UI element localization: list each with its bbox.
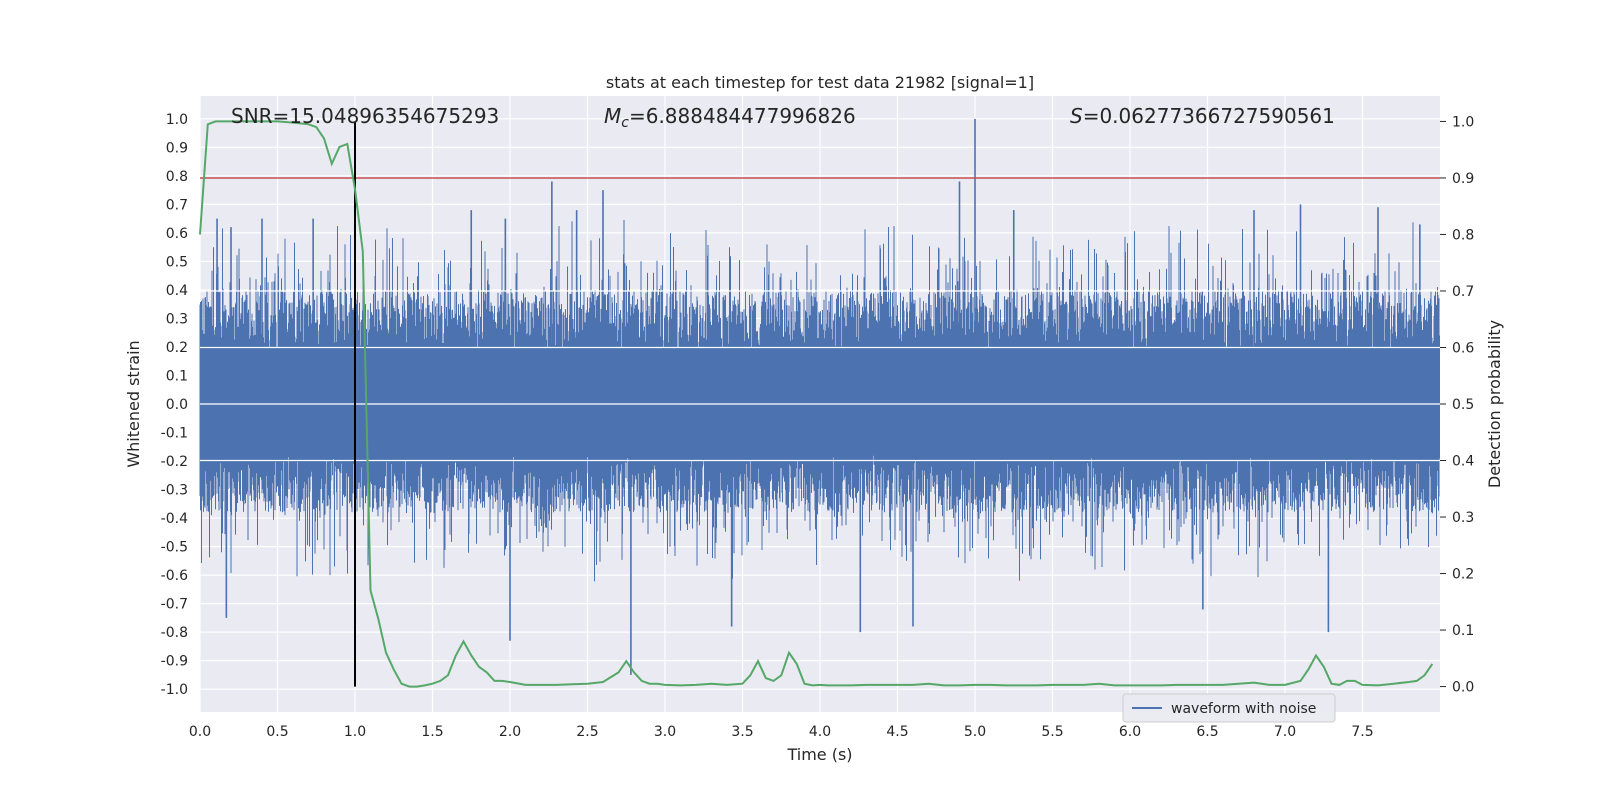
x-tick-label: 3.0 [654, 724, 676, 740]
y-left-tick-label: -0.7 [161, 597, 188, 613]
y-axis-label-left: Whitened strain [124, 340, 143, 467]
y-right-tick-label: 0.9 [1452, 171, 1474, 187]
y-right-tick-label: 1.0 [1452, 114, 1474, 130]
probability-line [199, 120, 1434, 688]
s-value: =0.06277366727590561 [1083, 104, 1335, 128]
y-left-tick-label: 1.0 [166, 112, 188, 128]
y-left-tick-label: 0.2 [166, 340, 188, 356]
s-annotation: S=0.06277366727590561 [1070, 104, 1335, 128]
y-left-tick-label: 0.6 [166, 226, 188, 242]
y-left-tick-label: 0.7 [166, 197, 188, 213]
legend: waveform with noise [1122, 693, 1336, 723]
mc-annotation: Mc=6.888484477996826 [604, 104, 856, 131]
x-tick-label: 7.5 [1351, 724, 1373, 740]
y-right-tick-label: 0.3 [1452, 510, 1474, 526]
y-left-tick-label: -0.8 [161, 625, 188, 641]
legend-box [1122, 693, 1336, 723]
x-axis-label: Time (s) [786, 745, 852, 764]
y-left-tick-label: 0.5 [166, 254, 188, 270]
y-left-tick-label: -0.5 [161, 540, 188, 556]
y-left-tick-label: 0.4 [166, 283, 188, 299]
x-tick-label: 3.5 [731, 724, 753, 740]
mc-symbol: M [604, 104, 621, 128]
y-left-tick-label: -0.9 [161, 654, 188, 670]
x-tick-label: 1.5 [421, 724, 443, 740]
y-right-tick-label: 0.0 [1452, 680, 1474, 696]
y-left-tick-label: 0.1 [166, 368, 188, 384]
mc-subscript: c [621, 115, 629, 131]
x-tick-label: 7.0 [1274, 724, 1296, 740]
y-right-tick-label: 0.8 [1452, 227, 1474, 243]
s-symbol: S [1070, 104, 1083, 128]
y-right-tick-label: 0.1 [1452, 623, 1474, 639]
x-ticks: 0.0 0.5 1.0 1.5 2.0 2.5 3.0 3.5 4.0 4.5 5.0 5.5 6.0 6… [189, 724, 1374, 740]
x-tick-label: 5.0 [964, 724, 986, 740]
y-left-tick-label: 0.3 [166, 311, 188, 327]
legend-label: waveform with noise [1171, 701, 1316, 717]
x-tick-label: 0.5 [266, 724, 288, 740]
x-tick-label: 4.0 [809, 724, 831, 740]
y-left-tick-label: -0.6 [161, 568, 188, 584]
x-tick-label: 2.5 [576, 724, 598, 740]
y-right-tick-label: 0.4 [1452, 454, 1474, 470]
waveform-core [200, 346, 1440, 456]
waveform-series [199, 118, 1440, 675]
x-tick-label: 2.0 [499, 724, 521, 740]
y-right-tick-label: 0.7 [1452, 284, 1474, 300]
x-tick-label: 6.0 [1119, 724, 1141, 740]
y-ticks-left: 1.0 0.9 0.8 0.7 0.6 0.5 0.4 0.3 0.2 0.1 0.0 -0.1 -0.… [161, 112, 188, 698]
y-left-tick-label: 0.9 [166, 140, 188, 156]
y-left-tick-label: 0.0 [166, 397, 188, 413]
chart-title: stats at each timestep for test data 219… [606, 73, 1034, 92]
y-left-tick-label: -0.3 [161, 483, 188, 499]
snr-annotation: SNR=15.04896354675293 [231, 104, 499, 128]
y-left-tick-label: -0.4 [161, 511, 188, 527]
y-left-tick-label: -0.1 [161, 426, 188, 442]
x-tick-label: 4.5 [886, 724, 908, 740]
x-tick-label: 5.5 [1041, 724, 1063, 740]
overlay [199, 120, 1440, 688]
y-right-tick-label: 0.6 [1452, 340, 1474, 356]
x-tick-label: 6.5 [1196, 724, 1218, 740]
y-left-tick-label: -0.2 [161, 454, 188, 470]
x-tick-label: 1.0 [344, 724, 366, 740]
mc-value: =6.888484477996826 [629, 104, 856, 128]
y-ticks-right: 1.0 0.9 0.8 0.7 0.6 0.5 0.4 0.3 0.2 0.1 0.0 [1440, 114, 1474, 696]
x-tick-label: 0.0 [189, 724, 211, 740]
y-left-tick-label: -1.0 [161, 682, 188, 698]
y-right-tick-label: 0.5 [1452, 397, 1474, 413]
y-left-tick-label: 0.8 [166, 169, 188, 185]
y-right-tick-label: 0.2 [1452, 567, 1474, 583]
y-axis-label-right: Detection probability [1485, 320, 1504, 488]
